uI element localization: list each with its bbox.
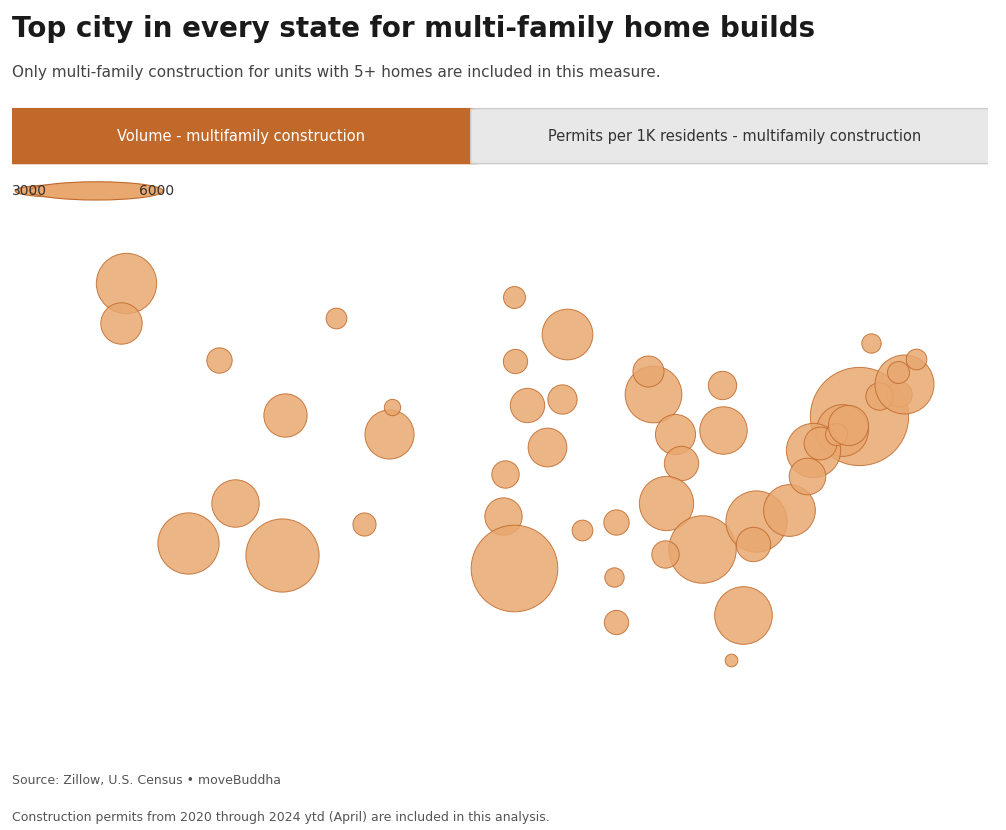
Point <box>641 364 657 378</box>
Point <box>851 409 867 422</box>
Point <box>113 317 129 330</box>
Point <box>890 388 906 401</box>
Text: Top city in every state for multi-family home builds: Top city in every state for multi-family… <box>12 15 815 43</box>
Point <box>506 561 522 574</box>
Point <box>119 276 135 290</box>
Point <box>574 524 591 537</box>
Point <box>799 470 815 483</box>
Point <box>227 496 243 510</box>
Point <box>735 608 751 622</box>
Point <box>658 496 674 510</box>
Point <box>657 547 673 560</box>
Point <box>495 510 511 523</box>
Point <box>384 401 400 414</box>
Point <box>608 515 624 529</box>
Point <box>744 538 761 551</box>
Point <box>828 427 844 441</box>
Point <box>747 514 764 527</box>
FancyBboxPatch shape <box>471 109 998 164</box>
Point <box>274 549 290 562</box>
Circle shape <box>30 182 163 200</box>
Point <box>507 354 523 368</box>
Point <box>506 290 522 304</box>
Point <box>519 398 535 412</box>
Point <box>890 365 906 378</box>
Point <box>180 537 196 550</box>
Point <box>497 467 513 481</box>
Point <box>863 337 879 350</box>
Point <box>805 443 821 457</box>
Point <box>896 378 912 391</box>
Point <box>277 408 293 422</box>
Point <box>871 389 887 403</box>
Point <box>714 378 730 391</box>
Point <box>834 423 850 437</box>
Point <box>553 392 569 405</box>
Point <box>608 615 624 628</box>
Text: Volume - multifamily construction: Volume - multifamily construction <box>118 129 365 144</box>
Point <box>715 423 731 437</box>
Text: 3000: 3000 <box>12 184 47 198</box>
Point <box>356 517 372 530</box>
Text: Only multi-family construction for units with 5+ homes are included in this meas: Only multi-family construction for units… <box>12 65 661 80</box>
Point <box>812 437 828 450</box>
Point <box>667 427 683 441</box>
Point <box>539 440 555 453</box>
Text: Source: Zillow, U.S. Census • moveBuddha: Source: Zillow, U.S. Census • moveBuddha <box>12 774 281 787</box>
Point <box>211 354 227 367</box>
Point <box>723 654 739 667</box>
Circle shape <box>15 184 106 197</box>
Text: 6000: 6000 <box>139 184 174 198</box>
Point <box>781 504 797 517</box>
Point <box>606 570 622 583</box>
Point <box>840 418 856 432</box>
Text: Permits per 1K residents - multifamily construction: Permits per 1K residents - multifamily c… <box>547 129 920 144</box>
Point <box>694 543 710 556</box>
Point <box>645 387 661 401</box>
FancyBboxPatch shape <box>2 109 481 164</box>
Point <box>908 353 925 366</box>
Point <box>381 427 397 441</box>
Point <box>328 311 344 325</box>
Point <box>673 457 689 470</box>
Text: Construction permits from 2020 through 2024 ytd (April) are included in this ana: Construction permits from 2020 through 2… <box>12 812 550 824</box>
Point <box>559 327 575 340</box>
